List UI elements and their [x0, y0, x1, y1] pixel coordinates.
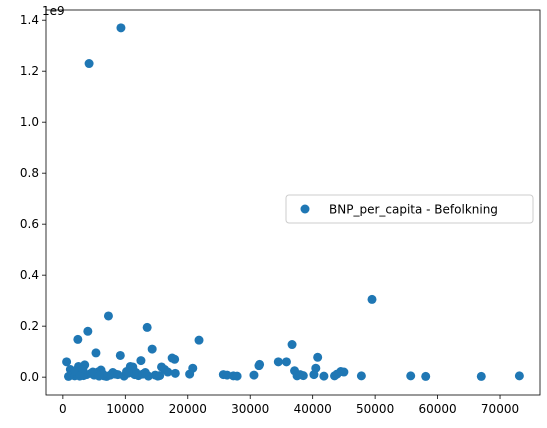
y-tick-label: 0.2	[20, 319, 39, 333]
data-point	[163, 367, 173, 377]
data-point	[367, 294, 377, 304]
data-point	[94, 371, 104, 381]
data-point	[249, 370, 259, 380]
x-tick-label: 30000	[231, 402, 269, 416]
data-point	[147, 344, 157, 354]
data-point	[421, 371, 431, 381]
legend: BNP_per_capita - Befolkning	[285, 194, 534, 224]
data-point	[84, 59, 94, 69]
data-point	[298, 371, 308, 381]
x-axis-ticks: 0 10000 20000 30000 40000 50000 60000 70000	[59, 395, 519, 416]
data-point	[287, 340, 297, 350]
data-point	[514, 371, 524, 381]
x-tick-label: 50000	[356, 402, 394, 416]
y-axis-ticks: 0.0 0.2 0.4 0.6 0.8 1.0 1.2 1.4	[20, 13, 46, 384]
data-point	[83, 326, 93, 336]
data-point	[185, 369, 195, 379]
data-point	[62, 357, 72, 367]
data-point	[170, 368, 180, 378]
legend-box	[285, 194, 534, 224]
axes: 0 10000 20000 30000 40000 50000 60000 70000 0.0…	[20, 4, 541, 416]
data-point	[155, 371, 165, 381]
data-point	[406, 371, 416, 381]
y-tick-label: 0.6	[20, 217, 39, 231]
legend-marker	[300, 204, 310, 214]
data-point	[332, 369, 342, 379]
data-point	[103, 311, 113, 321]
data-point	[254, 361, 264, 371]
y-tick-label: 0.4	[20, 268, 39, 282]
data-point	[113, 370, 123, 380]
data-point	[194, 335, 204, 345]
data-point	[476, 371, 486, 381]
y-tick-label: 1.0	[20, 115, 39, 129]
x-tick-label: 40000	[294, 402, 332, 416]
data-point	[73, 334, 83, 344]
scatter-points	[62, 23, 524, 381]
plot-frame	[45, 9, 541, 396]
y-axis-offset-label: 1e9	[42, 4, 65, 18]
legend-label: BNP_per_capita - Befolkning	[329, 203, 498, 217]
data-point	[136, 356, 146, 366]
data-point	[281, 357, 291, 367]
y-tick-label: 1.4	[20, 13, 39, 27]
data-point	[140, 368, 150, 378]
x-tick-label: 20000	[169, 402, 207, 416]
data-point	[319, 371, 329, 381]
data-point	[339, 367, 349, 377]
data-point	[91, 348, 101, 358]
x-tick-label: 0	[59, 402, 67, 416]
data-point	[115, 350, 125, 360]
data-point	[356, 371, 366, 381]
data-point	[313, 352, 323, 362]
x-tick-label: 10000	[106, 402, 144, 416]
x-tick-label: 60000	[418, 402, 456, 416]
y-tick-label: 0.0	[20, 370, 39, 384]
data-point	[142, 322, 152, 332]
x-tick-label: 70000	[481, 402, 519, 416]
y-tick-label: 1.2	[20, 64, 39, 78]
data-point	[75, 371, 85, 381]
data-point	[123, 368, 133, 378]
data-point	[170, 354, 180, 364]
data-point	[273, 357, 283, 367]
data-point	[232, 371, 242, 381]
data-point	[116, 23, 126, 33]
data-point	[309, 370, 319, 380]
y-tick-label: 0.8	[20, 166, 39, 180]
